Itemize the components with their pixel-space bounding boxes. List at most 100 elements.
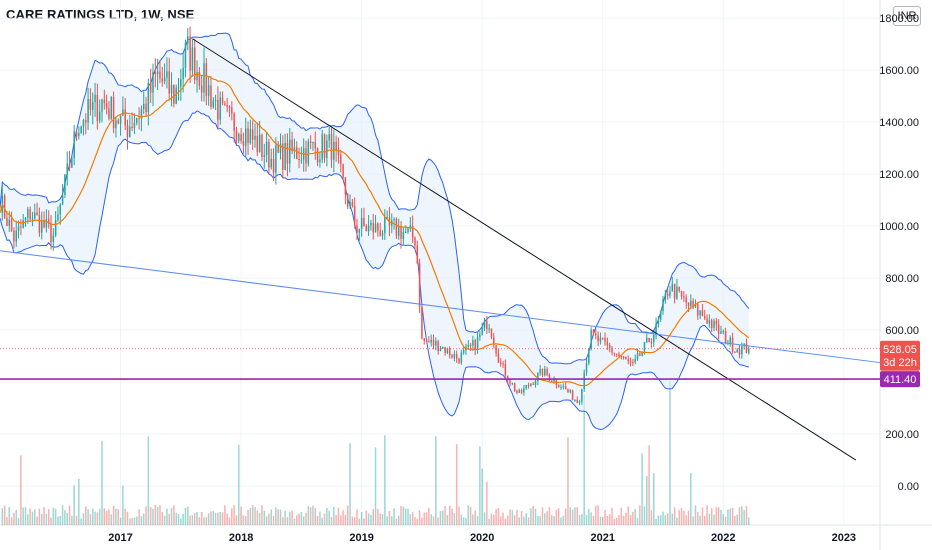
volume-bar (697, 512, 699, 525)
volume-bar (418, 510, 421, 525)
candle-body (692, 300, 694, 308)
candle-body (177, 87, 180, 89)
volume-bar (50, 517, 52, 525)
candle-body (64, 174, 66, 195)
candle-body (532, 383, 534, 385)
volume-bar (499, 516, 502, 525)
time-tick-label: 2022 (711, 532, 735, 544)
candle-body (180, 79, 182, 88)
volume-bar (295, 515, 298, 525)
candle-body (669, 291, 671, 296)
candle-body (641, 351, 643, 356)
volume-bar (588, 508, 590, 525)
candle-body (335, 141, 337, 151)
candle-body (599, 337, 602, 342)
volume-bar (326, 507, 328, 525)
candle-body (432, 339, 435, 346)
volume-bar (504, 518, 507, 525)
volume-bar (149, 507, 152, 525)
volume-bar (423, 512, 425, 525)
candle-body (342, 164, 344, 178)
volume-bar (571, 509, 574, 525)
candle-body (676, 286, 678, 299)
currency-button[interactable]: INR (893, 6, 921, 26)
candle-body (272, 158, 275, 173)
candle-body (193, 47, 196, 81)
candle-body (205, 63, 208, 96)
volume-bar (442, 510, 444, 525)
volume-bar (381, 513, 384, 525)
candle-body (400, 225, 402, 239)
volume-bar (377, 509, 379, 525)
band-fill (0, 33, 749, 430)
candle-body (358, 228, 361, 233)
candle-body (24, 217, 27, 221)
candle-body (620, 356, 623, 358)
candle-body (351, 201, 354, 207)
volume-bar (20, 455, 22, 525)
trendline-down (192, 38, 857, 461)
candle-body (527, 384, 530, 387)
candle-body (613, 352, 616, 354)
ma-line (0, 73, 750, 387)
candle-body (47, 219, 50, 225)
candle-body (697, 304, 699, 316)
candle-body (133, 122, 136, 129)
volume-bar (323, 513, 326, 525)
volume-bar (205, 516, 208, 525)
volume-bar (560, 517, 562, 525)
volume-bar (82, 513, 85, 525)
candle-body (286, 143, 289, 164)
volume-bar (727, 509, 729, 525)
volume-bar (156, 507, 159, 525)
volume-bar (196, 511, 198, 525)
volume-bar (224, 505, 226, 525)
volume-bar (708, 513, 711, 525)
volume-bar (247, 510, 249, 525)
volume-bar (650, 510, 653, 525)
volume-bar (625, 512, 627, 525)
candle-body (486, 321, 488, 330)
volume-bar (305, 512, 307, 525)
candle-body (738, 349, 741, 355)
volume-bar (182, 514, 184, 525)
volume-bar (460, 514, 463, 525)
candle-body (112, 97, 115, 129)
volume-bar (741, 506, 743, 525)
candle-body (17, 226, 20, 231)
volume-bar (506, 515, 509, 525)
volume-bar (606, 515, 609, 525)
candle-body (513, 383, 516, 391)
volume-bar (43, 507, 45, 525)
volume-bar (161, 512, 164, 525)
candle-body (217, 99, 219, 120)
candle-body (6, 217, 8, 226)
candle-body (96, 94, 99, 121)
candle-body (87, 99, 89, 123)
volume-bar (363, 518, 365, 525)
volume-bar (282, 517, 284, 525)
volume-bar (736, 514, 738, 525)
candle-body (611, 348, 613, 353)
candle-body (71, 157, 73, 168)
volume-bar (96, 512, 99, 525)
candle-body (595, 333, 597, 336)
volume-bar (465, 517, 467, 525)
volume-bar (302, 516, 305, 525)
candle-body (509, 380, 511, 384)
candle-body (578, 401, 581, 403)
candle-body (544, 369, 546, 376)
volume-bar (632, 512, 634, 525)
volume-bar (154, 505, 157, 525)
volume-bar (333, 506, 335, 525)
candle-body (34, 212, 36, 219)
volume-bar (483, 512, 486, 525)
candle-body (117, 120, 119, 124)
candle-body (228, 106, 231, 108)
last-price-label: 528.05 (883, 344, 917, 356)
candle-body (407, 228, 409, 232)
volume-bar (699, 515, 701, 525)
candle-body (140, 109, 143, 119)
volume-bar (509, 509, 511, 525)
